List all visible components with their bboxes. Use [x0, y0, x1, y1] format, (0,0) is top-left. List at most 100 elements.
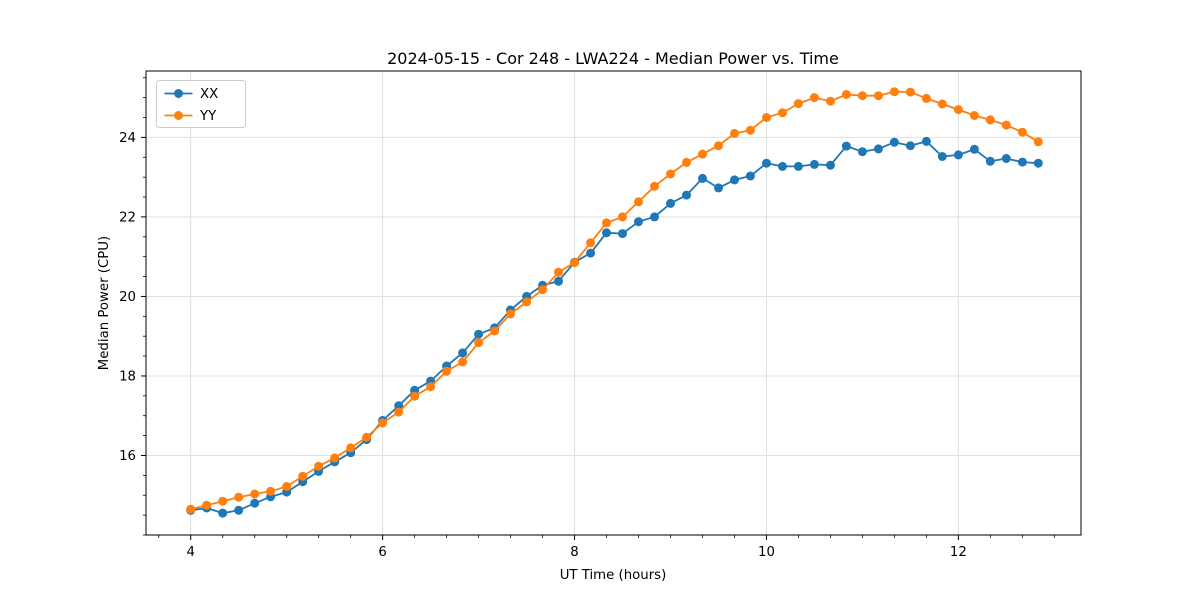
series-YY-marker — [682, 157, 691, 167]
series-YY-marker — [186, 504, 196, 514]
x-tick-label: 4 — [186, 545, 194, 560]
series-XX-marker — [698, 173, 707, 183]
series-XX-marker — [841, 141, 851, 151]
legend-sample-marker — [174, 111, 183, 120]
series-XX-marker — [554, 276, 563, 286]
y-tick-label: 24 — [119, 131, 136, 146]
series-YY-marker — [442, 366, 452, 376]
series-YY-marker — [969, 111, 979, 120]
series-YY-marker — [538, 285, 548, 295]
series-YY-marker — [953, 105, 963, 115]
series-XX-marker — [618, 229, 627, 239]
series-XX-marker — [586, 248, 596, 258]
series-YY-marker — [1001, 120, 1011, 130]
series-YY-marker — [889, 87, 899, 97]
series-XX-marker — [857, 147, 867, 157]
series-YY-marker — [745, 125, 755, 135]
series-YY-marker — [634, 197, 643, 207]
series-XX-marker — [985, 156, 995, 166]
series-YY-marker — [809, 93, 819, 103]
series-YY-marker — [905, 87, 915, 97]
plot-border — [145, 70, 1082, 536]
series-YY-marker — [218, 496, 228, 506]
series-XX-marker — [234, 505, 244, 515]
series-YY-marker — [266, 486, 276, 496]
series-YY-marker — [458, 357, 468, 367]
series-XX-marker — [730, 175, 739, 185]
y-axis-label: Median Power (CPU) — [97, 236, 112, 370]
x-tick-label: 10 — [758, 545, 775, 560]
series-XX-marker — [666, 198, 675, 208]
series-XX-marker — [218, 508, 228, 518]
series-XX-marker — [602, 228, 611, 238]
series-XX-marker — [1017, 157, 1027, 167]
series-YY-marker — [506, 309, 515, 319]
series-XX-marker — [953, 150, 963, 160]
series-XX-marker — [714, 183, 723, 193]
series-XX-marker — [1001, 154, 1011, 163]
series-YY-marker — [378, 418, 388, 428]
series-XX-marker — [458, 348, 468, 358]
series-YY-marker — [921, 93, 931, 103]
series-YY-marker — [522, 297, 532, 307]
series-YY-marker — [314, 461, 324, 471]
series-YY-marker — [730, 128, 739, 138]
chart-title: 2024-05-15 - Cor 248 - LWA224 - Median P… — [387, 49, 839, 68]
series-XX-marker — [809, 159, 819, 169]
x-tick-label: 8 — [570, 545, 578, 560]
legend-label-xx: XX — [200, 87, 218, 102]
series-YY-marker — [778, 108, 787, 118]
series-YY-marker — [602, 218, 611, 228]
series-YY-marker — [298, 471, 308, 481]
series-XX-marker — [793, 161, 803, 171]
y-tick-label: 16 — [119, 449, 136, 464]
series-YY-marker — [841, 90, 851, 99]
x-tick-label: 6 — [378, 545, 386, 560]
series-YY-marker — [394, 407, 404, 417]
y-tick-label: 22 — [119, 210, 136, 225]
series-YY-marker — [570, 258, 579, 268]
legend-sample-marker — [174, 89, 183, 98]
series-XX-marker — [682, 190, 691, 200]
series-XX-marker — [634, 217, 643, 227]
series-YY-marker — [362, 432, 372, 442]
series-YY-marker — [474, 338, 484, 348]
series-YY-marker — [410, 391, 420, 401]
series-XX-marker — [969, 144, 979, 154]
legend-label-yy: YY — [199, 109, 217, 124]
series-XX-marker — [905, 141, 915, 151]
series-XX-marker — [650, 212, 659, 222]
series-YY-marker — [618, 212, 627, 222]
series-XX-marker — [937, 152, 947, 161]
series-YY-marker — [937, 99, 947, 109]
x-tick-label: 12 — [950, 545, 967, 560]
series-XX-marker — [474, 329, 484, 339]
series-YY-marker — [490, 326, 500, 336]
series-XX-marker — [250, 498, 260, 508]
series-YY-marker — [202, 500, 212, 510]
series-YY-marker — [826, 96, 835, 106]
series-YY-marker — [586, 238, 596, 248]
series-YY-marker — [985, 115, 995, 125]
series-XX-marker — [826, 160, 835, 170]
series-XX-marker — [1033, 158, 1043, 168]
series-YY-marker — [282, 482, 292, 491]
series-XX-marker — [778, 161, 787, 171]
series-YY-marker — [666, 169, 675, 179]
series-XX-marker — [889, 137, 899, 147]
series-YY-line — [190, 90, 1039, 511]
series-YY-marker — [1033, 137, 1043, 147]
series-XX-marker — [762, 158, 771, 168]
series-YY-marker — [650, 181, 659, 191]
series-YY-marker — [714, 141, 723, 151]
series-YY-marker — [346, 443, 356, 453]
series-XX-marker — [745, 171, 755, 181]
series-XX-marker — [394, 401, 404, 411]
series-YY-marker — [762, 113, 771, 122]
x-axis-label: UT Time (hours) — [560, 568, 667, 583]
series-YY-marker — [330, 453, 340, 463]
series-YY-marker — [426, 382, 436, 392]
series-YY-marker — [234, 492, 244, 502]
series-XX-marker — [873, 144, 883, 154]
